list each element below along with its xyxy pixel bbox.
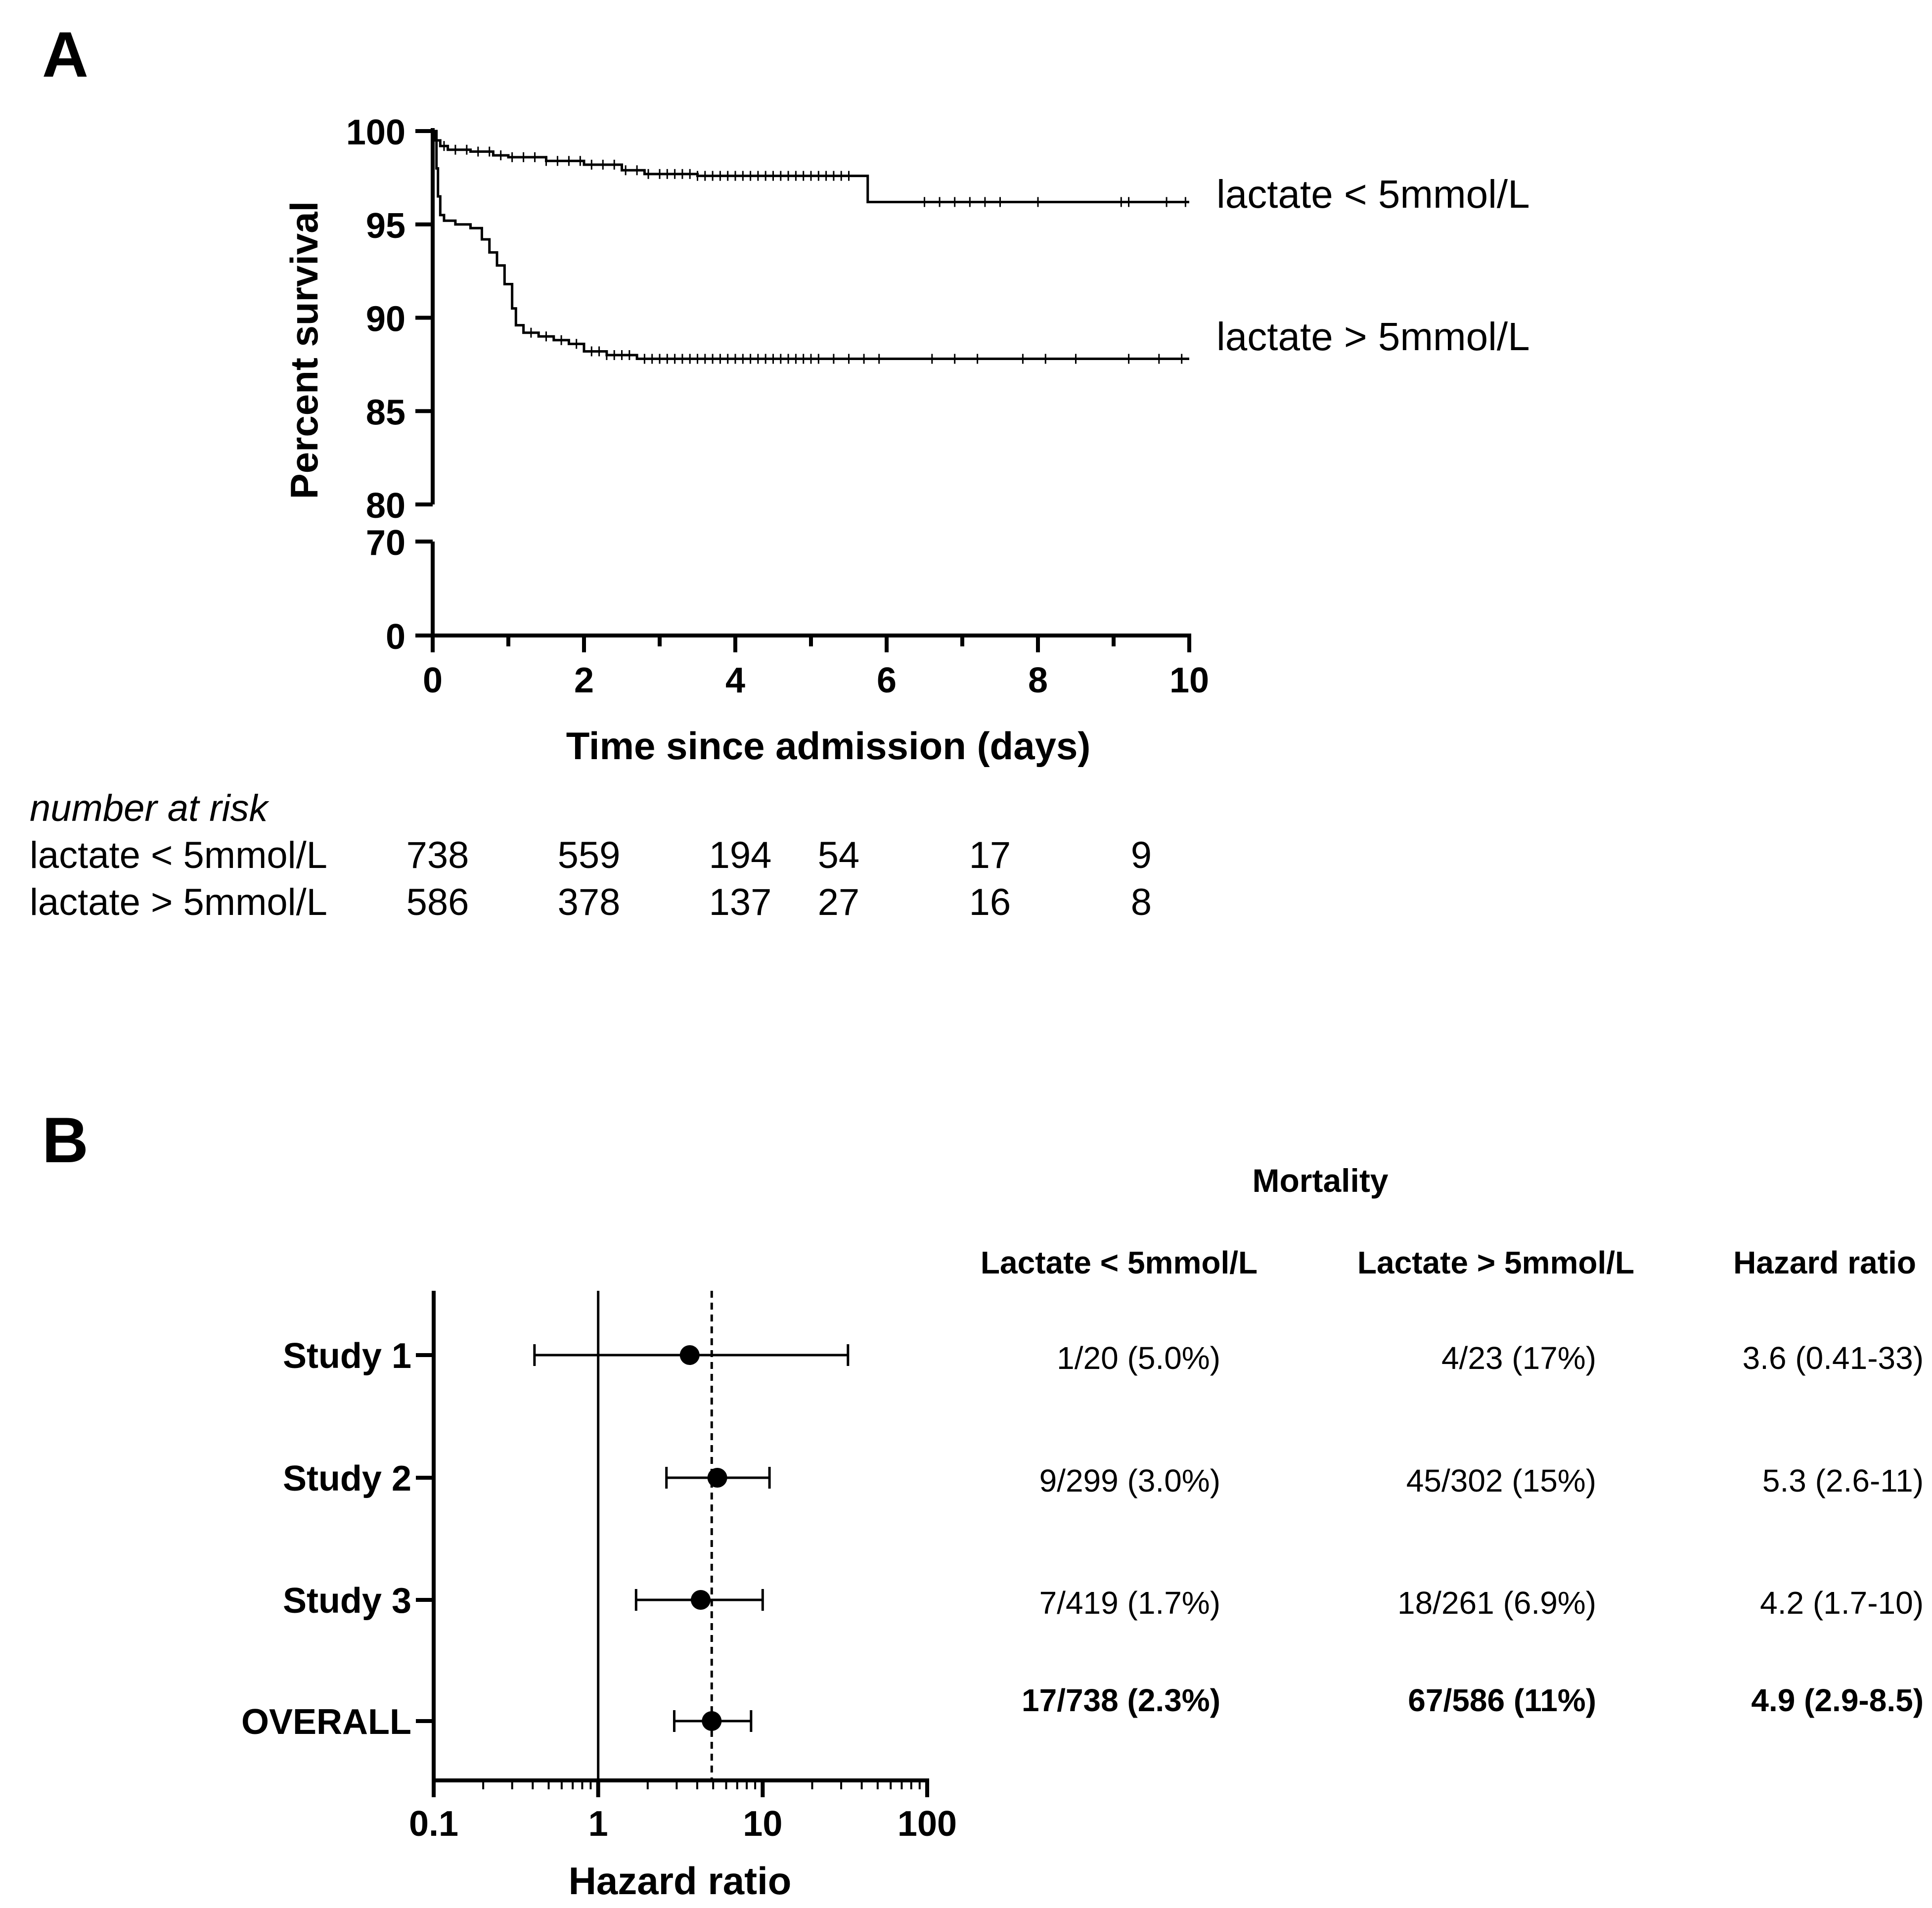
mortality-high-lactate: 4/23 (17%) bbox=[1441, 1340, 1596, 1376]
y-tick-label: 70 bbox=[366, 523, 405, 563]
risk-value: 378 bbox=[558, 881, 621, 923]
mortality-header: Mortality bbox=[1252, 1162, 1388, 1199]
y-tick-label: 80 bbox=[366, 486, 405, 526]
y-tick-label: 0 bbox=[386, 617, 405, 657]
mortality-table: Mortality Lactate < 5mmol/L Lactate > 5mm… bbox=[981, 1162, 1924, 1718]
forest-plot: Hazard ratio 0.1 1 10 100 Study 1 Study 2 Stud… bbox=[241, 1291, 957, 1903]
series-label: lactate > 5mmol/L bbox=[1216, 315, 1530, 359]
study-label: Study 2 bbox=[283, 1459, 411, 1499]
mortality-low-lactate: 17/738 (2.3%) bbox=[1022, 1682, 1220, 1718]
x-axis-label: Time since admission (days) bbox=[566, 724, 1091, 768]
forest-x-tick-label: 0.1 bbox=[409, 1804, 458, 1844]
mortality-high-lactate: 67/586 (11%) bbox=[1408, 1682, 1596, 1718]
y-tick-label: 90 bbox=[366, 300, 405, 339]
y-axis-label: Percent survival bbox=[282, 201, 326, 500]
survival-curve-2 bbox=[433, 130, 1189, 361]
mortality-low-lactate: 9/299 (3.0%) bbox=[1039, 1463, 1220, 1499]
x-tick-label: 0 bbox=[423, 661, 443, 700]
risk-value: 27 bbox=[818, 881, 860, 923]
risk-value: 586 bbox=[406, 881, 469, 923]
survival-chart: Percent survival Time since admission (d… bbox=[282, 113, 1530, 768]
hazard-ratio-value: 4.9 (2.9-8.5) bbox=[1751, 1682, 1924, 1718]
mortality-low-lactate: 7/419 (1.7%) bbox=[1039, 1585, 1220, 1621]
hazard-ratio-point bbox=[702, 1711, 722, 1731]
risk-table-title: number at risk bbox=[30, 787, 270, 829]
hazard-ratio-point bbox=[679, 1345, 700, 1365]
y-tick-label: 85 bbox=[366, 393, 405, 432]
x-tick-label: 8 bbox=[1028, 661, 1048, 700]
risk-value: 559 bbox=[558, 834, 621, 876]
risk-value: 194 bbox=[709, 834, 772, 876]
mortality-column-header: Lactate < 5mmol/L bbox=[981, 1245, 1258, 1280]
series-label: lactate < 5mmol/L bbox=[1216, 172, 1530, 216]
risk-value: 54 bbox=[818, 834, 860, 876]
y-tick-label: 95 bbox=[366, 206, 405, 246]
risk-value: 8 bbox=[1131, 881, 1152, 923]
x-tick-label: 4 bbox=[725, 661, 745, 700]
mortality-low-lactate: 1/20 (5.0%) bbox=[1057, 1340, 1220, 1376]
mortality-column-header: Hazard ratio bbox=[1733, 1245, 1916, 1280]
mortality-high-lactate: 45/302 (15%) bbox=[1406, 1463, 1596, 1499]
hazard-ratio-value: 5.3 (2.6-11) bbox=[1762, 1463, 1924, 1499]
mortality-column-header: Lactate > 5mmol/L bbox=[1357, 1245, 1634, 1280]
survival-curve-1 bbox=[433, 130, 1189, 203]
hazard-ratio-value: 3.6 (0.41-33) bbox=[1743, 1340, 1924, 1376]
study-label: Study 3 bbox=[283, 1581, 411, 1621]
risk-value: 137 bbox=[709, 881, 772, 923]
risk-value: 9 bbox=[1131, 834, 1152, 876]
hazard-ratio-point bbox=[707, 1468, 727, 1488]
risk-value: 17 bbox=[969, 834, 1011, 876]
x-tick-label: 2 bbox=[574, 661, 594, 700]
risk-row-label: lactate > 5mmol/L bbox=[30, 881, 327, 923]
risk-table: number at risk lactate < 5mmol/L 738 559 19… bbox=[30, 787, 1152, 923]
hazard-ratio-point bbox=[691, 1590, 711, 1610]
forest-x-axis-label: Hazard ratio bbox=[569, 1859, 792, 1903]
forest-x-tick-label: 1 bbox=[588, 1804, 608, 1844]
risk-value: 738 bbox=[406, 834, 469, 876]
hazard-ratio-value: 4.2 (1.7-10) bbox=[1760, 1585, 1924, 1621]
x-tick-label: 6 bbox=[877, 661, 897, 700]
forest-x-tick-label: 100 bbox=[898, 1804, 957, 1844]
risk-row-label: lactate < 5mmol/L bbox=[30, 834, 327, 876]
risk-value: 16 bbox=[969, 881, 1011, 923]
study-label: Study 1 bbox=[283, 1336, 411, 1376]
forest-x-tick-label: 10 bbox=[743, 1804, 782, 1844]
mortality-high-lactate: 18/261 (6.9%) bbox=[1397, 1585, 1596, 1621]
y-tick-label: 100 bbox=[346, 113, 405, 152]
study-label: OVERALL bbox=[241, 1702, 411, 1742]
panel-b-label: B bbox=[42, 1104, 89, 1176]
x-tick-label: 10 bbox=[1169, 661, 1209, 700]
panel-a-label: A bbox=[42, 18, 89, 91]
